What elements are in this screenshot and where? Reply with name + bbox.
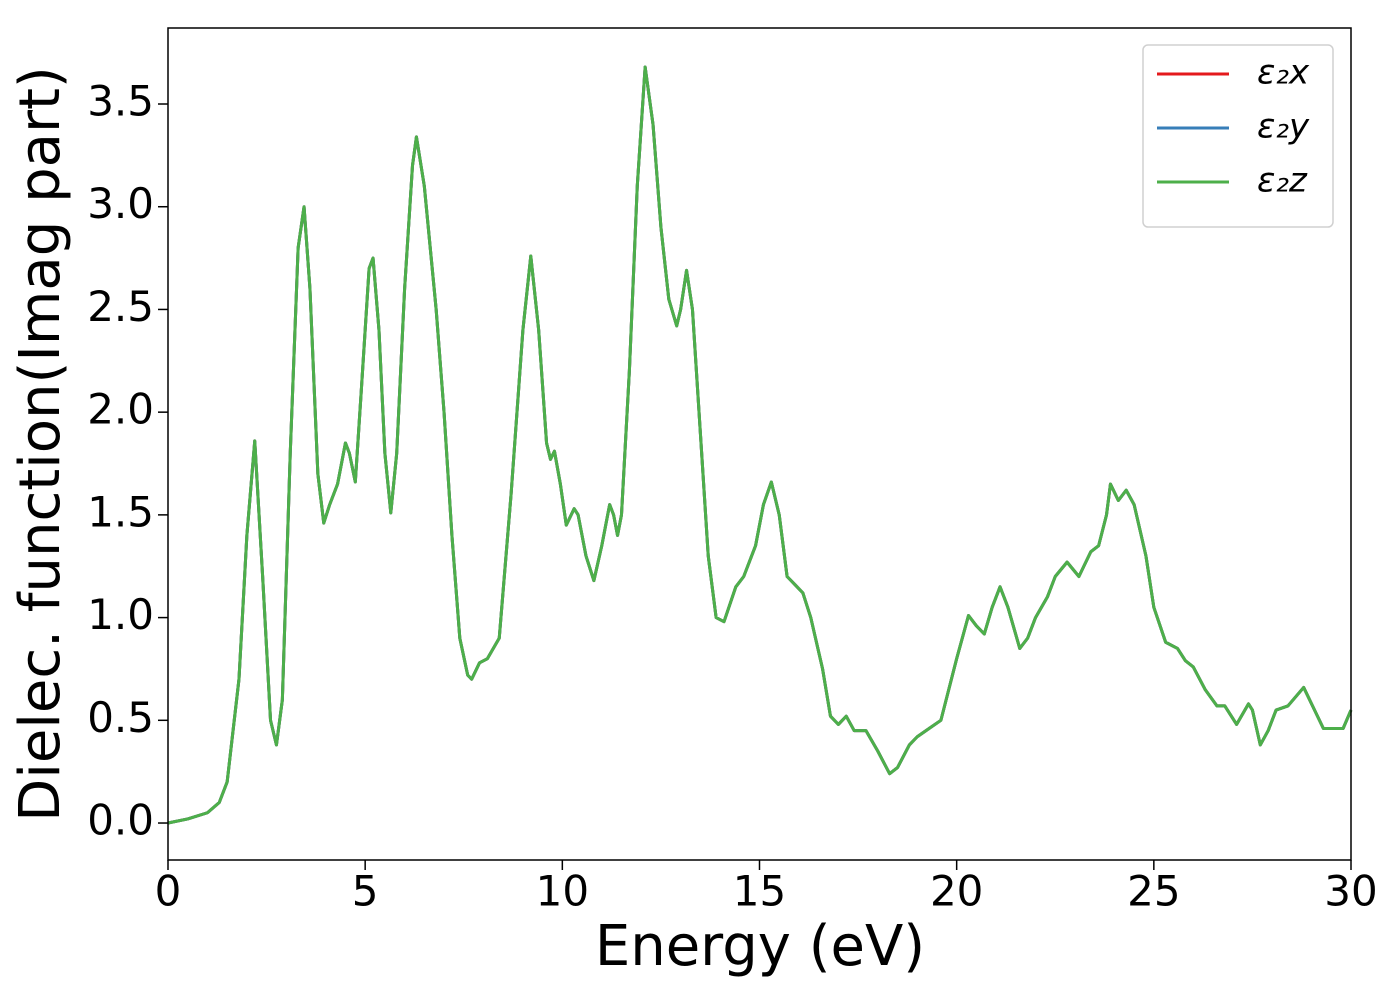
x-tick-label: 20 <box>930 867 983 916</box>
y-tick-label: 0.5 <box>87 693 154 742</box>
plot-frame <box>167 27 1352 861</box>
y-tick-label: 3.5 <box>87 77 154 126</box>
y-tick-label: 3.0 <box>87 179 154 228</box>
x-tick-label: 15 <box>733 867 786 916</box>
x-tick-label: 10 <box>536 867 589 916</box>
x-tick-label: 25 <box>1127 867 1180 916</box>
x-tick-label: 0 <box>155 867 182 916</box>
y-axis-label: Dielec. function(Imag part) <box>8 66 73 822</box>
y-tick-label: 1.5 <box>87 487 154 536</box>
legend-label: ε₂z <box>1257 161 1308 201</box>
legend-label: ε₂x <box>1257 53 1310 93</box>
y-tick-label: 0.0 <box>87 796 154 845</box>
y-tick-label: 2.0 <box>87 385 154 434</box>
x-tick-label: 30 <box>1324 867 1377 916</box>
y-tick-label: 2.5 <box>87 282 154 331</box>
x-tick-label: 5 <box>352 867 379 916</box>
y-tick-label: 1.0 <box>87 590 154 639</box>
legend-label: ε₂y <box>1257 107 1310 147</box>
x-axis-label: Energy (eV) <box>595 914 925 979</box>
series-line <box>167 65 1353 825</box>
